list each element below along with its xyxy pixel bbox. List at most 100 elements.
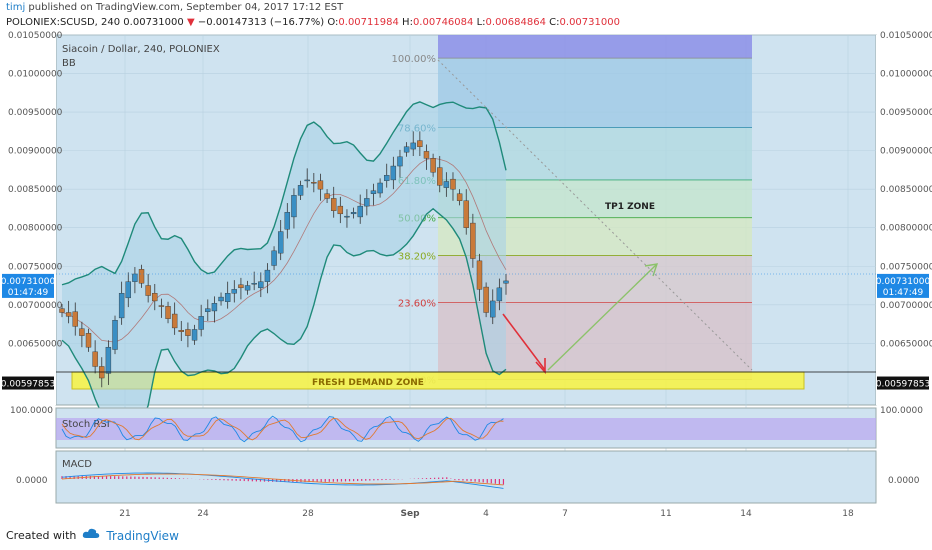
candle[interactable] xyxy=(390,165,397,181)
candles[interactable] xyxy=(59,131,509,388)
fib-trendline[interactable] xyxy=(437,59,753,371)
author-name[interactable]: timj xyxy=(6,2,26,13)
candle[interactable] xyxy=(403,146,410,153)
x-tick-label: Sep xyxy=(400,509,420,519)
x-tick-label: 7 xyxy=(562,509,568,519)
candle[interactable] xyxy=(231,289,237,294)
candle[interactable] xyxy=(258,281,264,289)
candle[interactable] xyxy=(118,293,125,319)
candle[interactable] xyxy=(171,313,178,329)
demand-zone[interactable] xyxy=(71,371,805,390)
candle[interactable] xyxy=(65,312,72,317)
candle[interactable] xyxy=(476,260,483,290)
price-marker-box xyxy=(877,376,929,390)
candle[interactable] xyxy=(377,182,383,194)
candle[interactable] xyxy=(364,198,370,207)
created-with-text: Created with xyxy=(6,529,77,542)
fib-top-band[interactable] xyxy=(438,35,752,59)
candle[interactable] xyxy=(397,156,403,167)
low-value: 0.00684864 xyxy=(485,17,546,28)
candle[interactable] xyxy=(423,151,430,159)
candle[interactable] xyxy=(205,308,211,312)
candle[interactable] xyxy=(311,182,317,184)
candle[interactable] xyxy=(59,308,65,313)
candle[interactable] xyxy=(271,250,277,266)
candle[interactable] xyxy=(384,175,390,181)
candle[interactable] xyxy=(443,181,450,188)
candle[interactable] xyxy=(72,311,78,327)
candle[interactable] xyxy=(224,293,231,302)
candle[interactable] xyxy=(165,306,171,319)
candle[interactable] xyxy=(456,193,463,201)
candle[interactable] xyxy=(370,190,377,194)
open-value: 0.00711984 xyxy=(338,17,399,28)
candle[interactable] xyxy=(211,303,218,312)
candle[interactable] xyxy=(238,284,244,289)
candle[interactable] xyxy=(264,269,271,282)
indicator-label: BB xyxy=(62,58,76,69)
candle[interactable] xyxy=(191,329,198,341)
y-tick-label: 0.00900000 xyxy=(8,147,63,157)
candle[interactable] xyxy=(304,179,310,182)
candle[interactable] xyxy=(297,185,304,196)
candle[interactable] xyxy=(324,193,330,199)
y-tick-label: 0.00650000 xyxy=(8,339,63,349)
candle[interactable] xyxy=(317,180,324,190)
candle[interactable] xyxy=(450,178,456,190)
y-tick-label-right: 0.00650000 xyxy=(880,339,932,349)
candle[interactable] xyxy=(112,320,118,350)
candle[interactable] xyxy=(357,205,363,218)
candle[interactable] xyxy=(185,329,191,336)
candle[interactable] xyxy=(337,205,344,215)
y-tick-label: 0.00700000 xyxy=(8,301,63,311)
candle[interactable] xyxy=(417,140,423,147)
stoch-k-line xyxy=(61,415,504,443)
down-arrow-line[interactable] xyxy=(502,313,546,371)
candle[interactable] xyxy=(218,296,224,302)
candle[interactable] xyxy=(331,198,337,211)
candle[interactable] xyxy=(198,316,204,330)
macd-label: MACD xyxy=(62,459,92,470)
price-marker-box xyxy=(877,273,929,298)
candle[interactable] xyxy=(503,280,509,284)
macd-pane[interactable] xyxy=(55,450,877,504)
candle[interactable] xyxy=(138,269,145,284)
candle[interactable] xyxy=(152,293,158,302)
candle[interactable] xyxy=(251,283,257,285)
candle[interactable] xyxy=(496,287,503,302)
candle[interactable] xyxy=(344,215,350,218)
symbol: POLONIEX:SCUSD, 240 xyxy=(6,17,121,28)
candle[interactable] xyxy=(125,281,131,299)
candle[interactable] xyxy=(490,300,496,318)
candle[interactable] xyxy=(437,167,443,186)
candle[interactable] xyxy=(291,195,297,218)
candle[interactable] xyxy=(277,231,284,254)
candle[interactable] xyxy=(158,305,165,307)
candle[interactable] xyxy=(410,142,416,150)
candle[interactable] xyxy=(178,330,184,332)
candle[interactable] xyxy=(145,285,151,296)
macd-tick: 0.0000 xyxy=(16,476,48,486)
candle[interactable] xyxy=(105,346,112,374)
x-tick-label: 28 xyxy=(302,509,314,519)
left-axis-area xyxy=(0,35,56,405)
candle[interactable] xyxy=(132,273,138,282)
candle[interactable] xyxy=(350,212,357,215)
candle[interactable] xyxy=(79,328,85,336)
x-tick-label: 18 xyxy=(842,509,854,519)
candle[interactable] xyxy=(430,158,436,173)
up-arrow-line[interactable] xyxy=(547,263,658,371)
close-label: C: xyxy=(549,17,560,28)
tradingview-brand[interactable]: TradingView xyxy=(106,528,179,543)
candle[interactable] xyxy=(470,222,476,259)
candle[interactable] xyxy=(85,333,92,348)
candle[interactable] xyxy=(463,200,469,228)
candle[interactable] xyxy=(92,351,98,367)
open-label: O: xyxy=(327,17,339,28)
tradingview-cloud-icon xyxy=(82,528,100,543)
close-value: 0.00731000 xyxy=(559,17,620,28)
candle[interactable] xyxy=(284,212,291,230)
candle[interactable] xyxy=(483,286,489,313)
candle[interactable] xyxy=(244,285,251,291)
